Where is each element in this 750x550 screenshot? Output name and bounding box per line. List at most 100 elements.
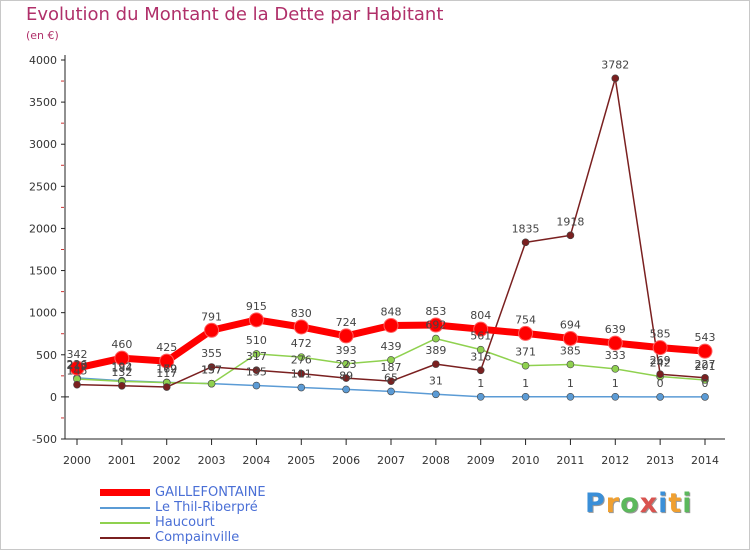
data-label: 184: [111, 361, 132, 374]
data-point: [248, 312, 264, 328]
data-point: [476, 393, 485, 401]
data-label: 111: [291, 368, 312, 381]
data-label: 157: [201, 364, 222, 377]
data-label: 804: [470, 309, 491, 322]
data-point: [387, 356, 395, 364]
data-label: 333: [605, 349, 626, 362]
data-label: 754: [515, 313, 536, 326]
data-label: 201: [695, 360, 716, 373]
data-label: 791: [201, 310, 222, 323]
data-point: [607, 335, 623, 351]
x-tick-label: 2010: [512, 454, 540, 467]
data-label: 227: [695, 358, 716, 371]
data-label: 65: [384, 371, 398, 384]
line-chart: -500 0 500 1000 1500 2000 2500 3000 3500 4000 2000…: [29, 54, 725, 467]
data-label: 425: [156, 341, 177, 354]
y-tick-label: 2000: [29, 222, 57, 235]
data-point: [297, 353, 306, 361]
data-point: [383, 317, 399, 333]
data-point: [611, 393, 620, 401]
data-label: 223: [336, 358, 357, 371]
x-tick-label: 2002: [153, 454, 181, 467]
data-label: 0: [702, 377, 709, 390]
legend-label: Haucourt: [155, 515, 215, 530]
data-point: [252, 381, 261, 390]
data-label: 145: [67, 365, 88, 378]
data-point: [701, 373, 709, 382]
data-label: 1918: [556, 215, 584, 228]
legend-swatch: [100, 507, 150, 509]
data-point: [611, 365, 620, 373]
data-point: [69, 360, 85, 376]
data-point: [297, 369, 306, 378]
y-tick-label: 2500: [29, 180, 57, 193]
data-point: [297, 383, 306, 392]
data-point: [342, 359, 350, 368]
data-point: [432, 360, 440, 368]
data-label: 393: [336, 344, 357, 357]
y-tick-label: 3500: [29, 96, 57, 109]
legend-swatch: [100, 522, 150, 524]
data-point: [518, 325, 534, 341]
data-point: [476, 366, 485, 375]
legend-swatch: [100, 489, 150, 496]
data-point: [697, 343, 713, 359]
data-point: [162, 383, 171, 391]
data-label: 724: [336, 316, 357, 329]
data-label: 316: [470, 350, 491, 363]
data-point: [611, 74, 620, 83]
data-label: 1: [477, 377, 484, 390]
data-label: 692: [425, 319, 446, 332]
data-labels: 342 460 425 791 915 830 724 848 853 804 754 694 639 5…: [67, 58, 716, 390]
data-label: 242: [650, 357, 671, 370]
proxiti-logo: Proxiti: [585, 488, 693, 519]
data-label: 830: [291, 307, 312, 320]
logo-letter: i: [658, 488, 669, 519]
data-label: 561: [470, 330, 491, 343]
data-label: 89: [339, 369, 353, 382]
logo-letter: i: [682, 488, 693, 519]
data-point: [476, 345, 485, 354]
data-label: 157: [201, 364, 222, 377]
legend-label: GAILLEFONTAINE: [155, 485, 266, 500]
x-tick-label: 2007: [377, 454, 405, 467]
data-point: [566, 231, 575, 240]
data-label: 172: [156, 362, 177, 375]
data-point: [562, 330, 578, 346]
data-label: 317: [246, 350, 267, 363]
x-tick-label: 2003: [198, 454, 226, 467]
data-label: 389: [425, 344, 446, 357]
data-point: [473, 321, 489, 337]
data-label: 1: [522, 377, 529, 390]
x-tick-label: 2006: [332, 454, 360, 467]
data-point: [293, 319, 309, 335]
data-point: [428, 317, 444, 333]
data-point: [656, 370, 664, 379]
data-label: 694: [560, 318, 581, 331]
data-point: [204, 322, 220, 338]
data-label: 31: [429, 374, 443, 387]
data-label: 460: [111, 338, 132, 351]
data-point: [387, 387, 395, 396]
data-point: [521, 238, 530, 247]
data-point: [652, 340, 668, 356]
y-tick-label: 3000: [29, 138, 57, 151]
y-tick-label: 0: [50, 391, 57, 404]
data-point: [387, 377, 395, 385]
data-label: 187: [381, 361, 402, 374]
data-label: 3782: [601, 58, 629, 71]
data-point: [566, 360, 575, 369]
data-label: 135: [246, 366, 267, 379]
data-point: [521, 393, 530, 401]
data-label: 543: [695, 331, 716, 344]
data-label: 639: [605, 323, 626, 336]
legend-label: Le Thil-Riberpré: [155, 500, 258, 515]
data-label: 472: [291, 337, 312, 350]
x-tick-label: 2001: [108, 454, 136, 467]
axes: -500 0 500 1000 1500 2000 2500 3000 3500 4000 2000…: [29, 54, 725, 467]
legend-label: Compainville: [155, 530, 240, 545]
data-label: 276: [291, 354, 312, 367]
data-point: [114, 350, 130, 366]
data-point: [701, 393, 709, 401]
